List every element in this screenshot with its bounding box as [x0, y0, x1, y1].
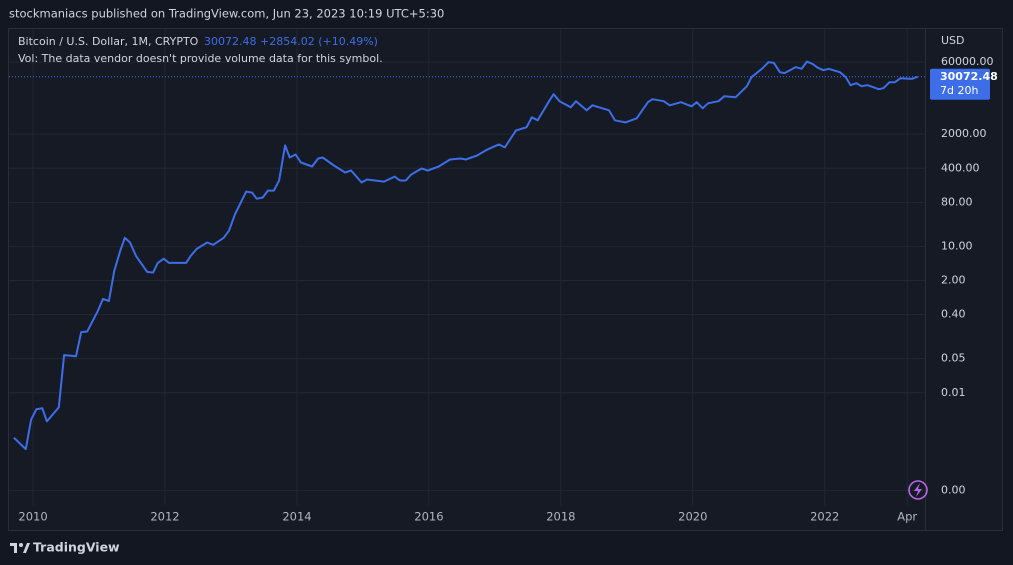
header-change: +2854.02 (+10.49%)	[260, 35, 378, 48]
grid	[9, 29, 925, 505]
alert-circle	[908, 480, 928, 500]
plot	[9, 60, 925, 451]
y-unit: USD	[941, 34, 965, 47]
y-tick-label: 2.00	[941, 274, 966, 287]
chart-panel	[8, 28, 1003, 531]
y-tick-label: 80.00	[941, 195, 973, 208]
price-tag	[930, 68, 990, 100]
logo-part	[10, 543, 17, 553]
logo-part	[19, 543, 23, 547]
x-tick-label: 2018	[546, 510, 575, 524]
y-tick-label: 10.00	[941, 239, 973, 252]
y-tick-label: 400.00	[941, 161, 980, 174]
alert-bolt	[914, 483, 922, 497]
price-line	[13, 60, 919, 451]
x-tick-label: 2022	[810, 510, 839, 524]
price-tag-value: 30072.48	[940, 70, 998, 83]
header-price: 30072.48	[204, 35, 257, 48]
footer-logo	[10, 543, 30, 553]
price-tag-countdown: 7d 20h	[940, 84, 978, 97]
x-tick-label: 2010	[18, 510, 47, 524]
y-tick-label: 2000.00	[941, 127, 987, 140]
y-tick-label: 0.01	[941, 386, 966, 399]
y-tick-label: 0.00	[941, 483, 966, 496]
publisher-line: stockmaniacs published on TradingView.co…	[9, 7, 444, 21]
x-tick-label: 2020	[678, 510, 707, 524]
footer-brand: TradingView	[33, 540, 120, 555]
x-tick-label: Apr	[897, 510, 917, 524]
x-tick-label: 2012	[150, 510, 179, 524]
y-tick-label: 0.05	[941, 352, 966, 365]
y-tick-label: 60000.00	[941, 55, 994, 68]
alert-icon[interactable]	[908, 480, 928, 500]
symbol-title: Bitcoin / U.S. Dollar, 1M, CRYPTO	[18, 35, 199, 48]
x-tick-label: 2016	[414, 510, 443, 524]
logo-part	[23, 543, 30, 553]
volume-note: Vol: The data vendor doesn't provide vol…	[18, 52, 383, 65]
x-tick-label: 2014	[282, 510, 311, 524]
y-tick-label: 0.40	[941, 308, 966, 321]
